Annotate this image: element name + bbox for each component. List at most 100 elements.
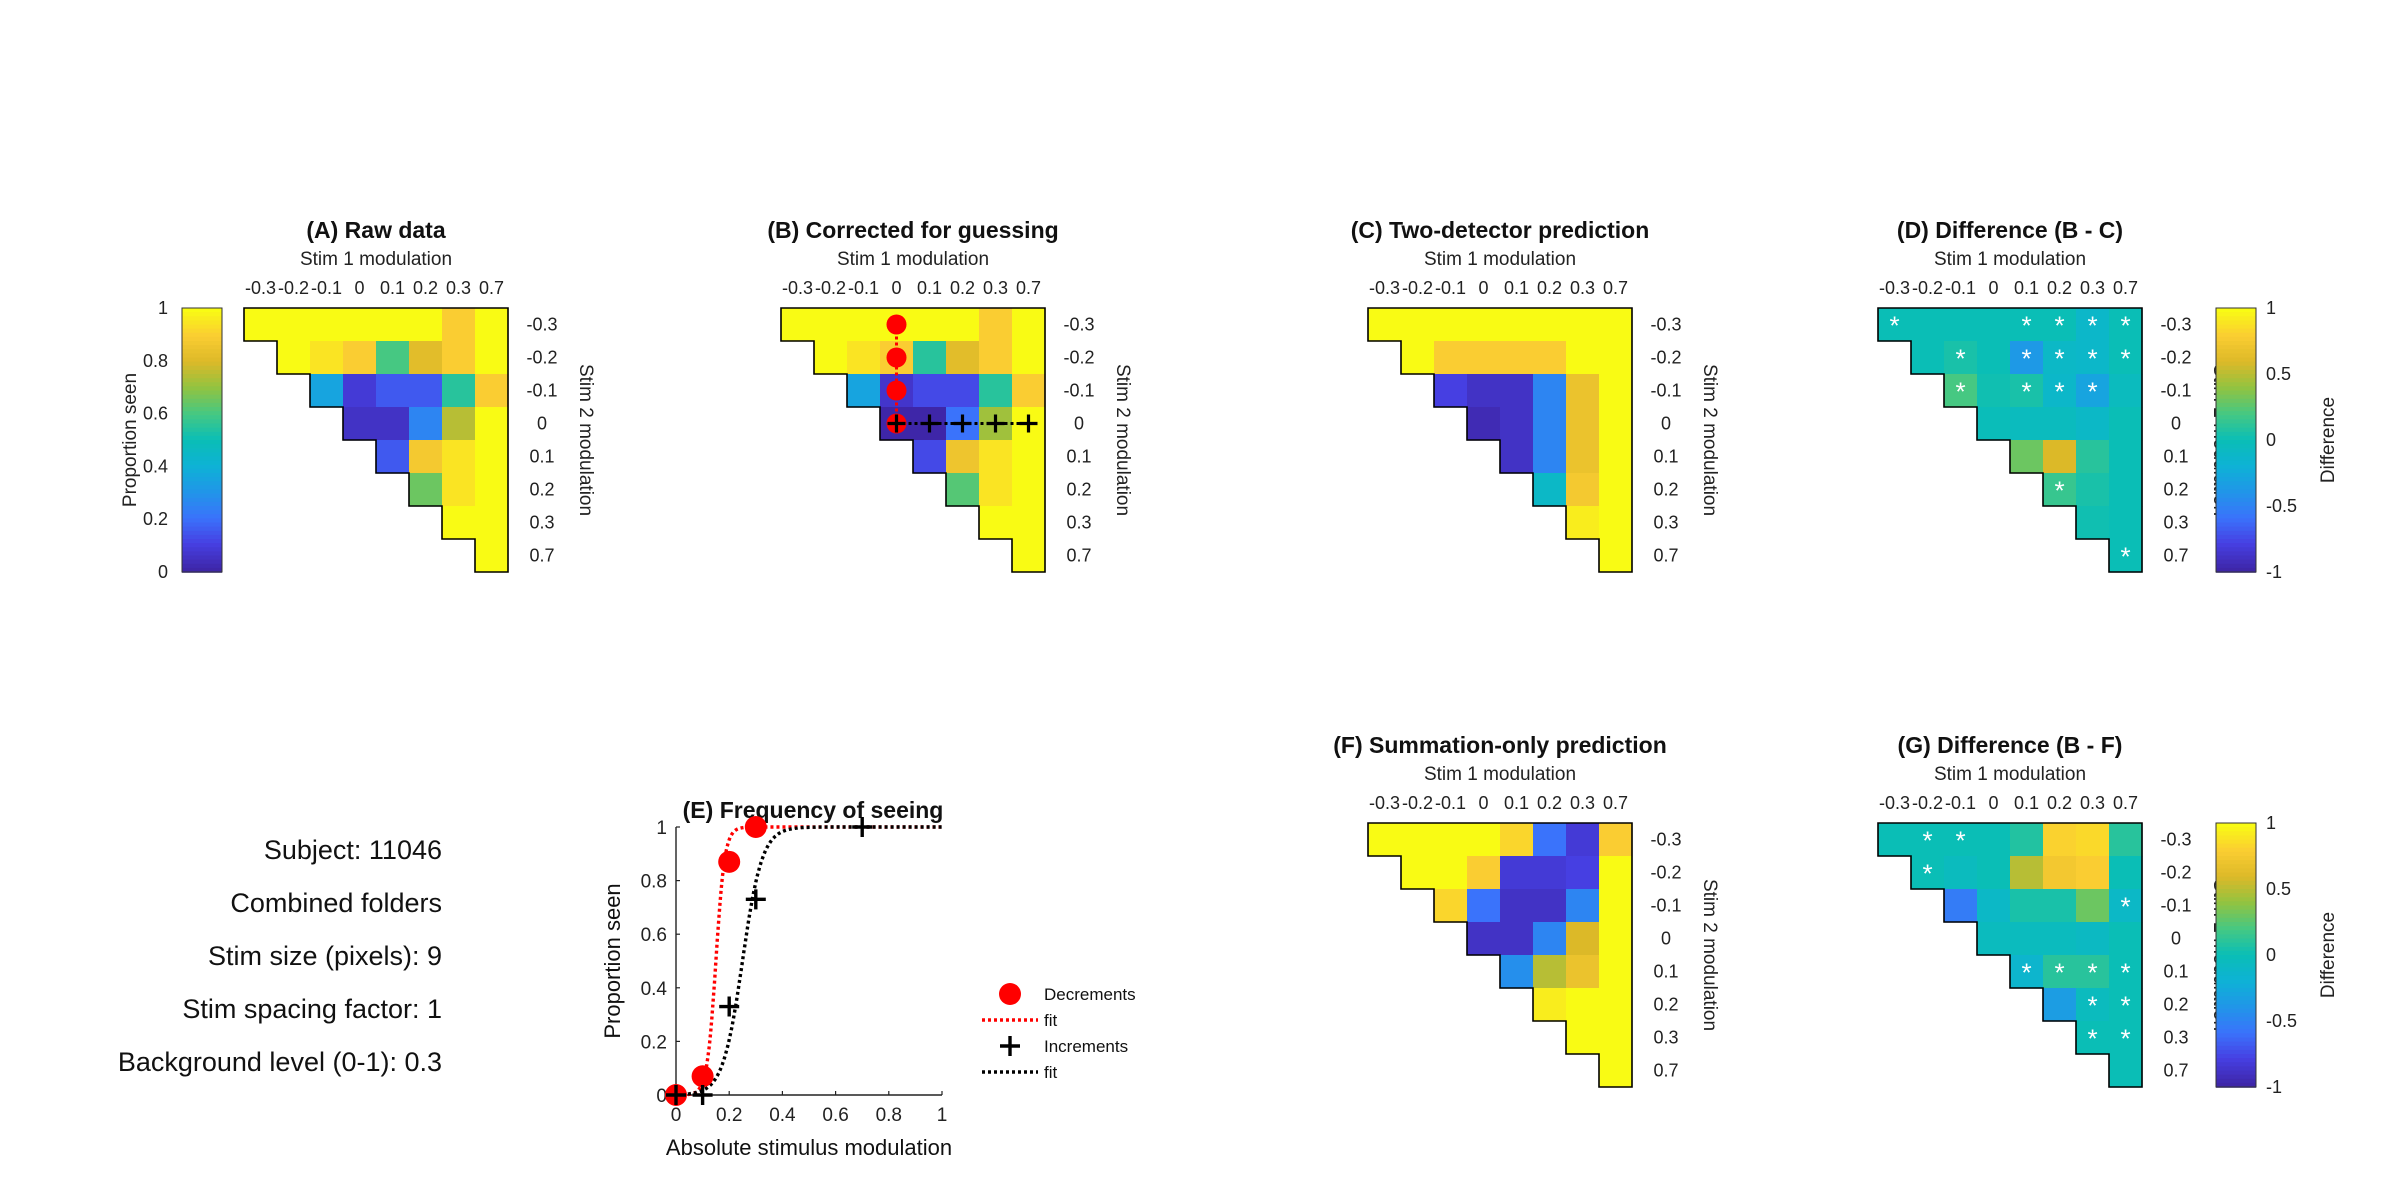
colorbar-segment (2216, 361, 2256, 367)
heatmap-cell (2043, 440, 2077, 474)
colorbar-segment (2216, 419, 2256, 425)
heatmap-cell (409, 473, 443, 507)
colorbar-segment (182, 345, 222, 351)
x-tick-label: 0.3 (1570, 793, 1595, 813)
significance-asterisk: * (2120, 542, 2130, 572)
colorbar-tick-label: -1 (2266, 562, 2282, 582)
y-tick-label: 0.2 (1653, 995, 1678, 1015)
significance-asterisk: * (2120, 892, 2130, 922)
heatmap-cell (310, 374, 344, 408)
colorbar-segment (2216, 398, 2256, 404)
heatmap-cell (1599, 308, 1633, 342)
y-tick-label: 0.6 (641, 925, 667, 946)
heatmap-cell (946, 374, 980, 408)
significance-asterisk: * (2054, 344, 2064, 374)
heatmap-cell (1012, 473, 1046, 507)
colorbar-segment (2216, 839, 2256, 845)
colorbar-segment (182, 481, 222, 487)
heatmap-cell (1599, 823, 1633, 857)
heatmap-cell (1566, 506, 1600, 540)
colorbar-segment (2216, 378, 2256, 384)
x-tick-label: 0 (354, 278, 364, 298)
heatmap-cell (343, 407, 377, 441)
colorbar: -1 -0.5 0 0.5 1 Difference (2215, 813, 2339, 1097)
colorbar-segment (2216, 411, 2256, 417)
heatmap-cell (1566, 988, 1600, 1022)
heatmap-cell (1500, 856, 1534, 890)
colorbar-segment (182, 543, 222, 549)
colorbar-segment (2216, 1058, 2256, 1064)
heatmap-cell (2076, 341, 2110, 375)
heatmap-cell (1500, 823, 1534, 857)
heatmap-cell (1533, 823, 1567, 857)
x-tick-label: 0.6 (822, 1105, 848, 1126)
x-tick-label: 0.3 (446, 278, 471, 298)
heatmap-cell (376, 407, 410, 441)
heatmap-cell (1533, 922, 1567, 956)
heatmap-cell (1911, 308, 1945, 342)
x-axis-label: Absolute stimulus modulation (666, 1135, 952, 1160)
colorbar-segment (2216, 497, 2256, 503)
decrement-marker (886, 347, 907, 368)
colorbar-segment (2216, 435, 2256, 441)
x-tick-label: 0 (891, 278, 901, 298)
colorbar-segment (2216, 1049, 2256, 1055)
colorbar-segment (182, 444, 222, 450)
heatmap-cell (1878, 823, 1912, 857)
heatmap-cell (979, 473, 1013, 507)
y-axis-label: Stim 2 modulation (1699, 364, 1720, 516)
y-tick-label: -0.2 (2160, 348, 2191, 368)
y-tick-label: -0.3 (2160, 830, 2191, 850)
y-tick-label: 0.3 (1653, 1028, 1678, 1048)
colorbar-segment (2216, 485, 2256, 491)
heatmap-cell (1566, 856, 1600, 890)
heatmap-outline (243, 307, 509, 573)
heatmap-cell (814, 308, 848, 342)
y-tick-label: 0.7 (529, 546, 554, 566)
decrement-point (718, 850, 741, 873)
heatmap-cell (1944, 889, 1978, 923)
heatmap-cell (2043, 473, 2077, 507)
heatmap-cell (277, 341, 311, 375)
heatmap-cell (1944, 856, 1978, 890)
heatmap-cell (913, 440, 947, 474)
heatmap-cell (1566, 341, 1600, 375)
heatmap-cell (1368, 308, 1402, 342)
heatmap-cell (1012, 506, 1046, 540)
heatmap-cell (442, 374, 476, 408)
colorbar-segment (182, 308, 222, 313)
heatmap-cell (1566, 922, 1600, 956)
colorbar-segment (182, 456, 222, 462)
y-tick-label: 0 (656, 1086, 667, 1107)
heatmap-cell (2010, 922, 2044, 956)
colorbar-segment (182, 473, 222, 478)
colorbar-label: Proportion seen (120, 373, 141, 507)
legend-label: fit (1044, 1011, 1058, 1030)
heatmap-cell (1911, 823, 1945, 857)
heatmap-cell (2109, 955, 2143, 989)
y-tick-label: -0.3 (1063, 315, 1094, 335)
colorbar-segment (2216, 402, 2256, 408)
heatmap-cell (1012, 308, 1046, 342)
y-tick-label: 0.7 (1653, 1061, 1678, 1081)
legend-increment-marker (1000, 1036, 1020, 1056)
heatmap-cell (2109, 308, 2143, 342)
heatmap-cell (1434, 374, 1468, 408)
decrement-marker (886, 314, 907, 335)
y-tick-label: 0.1 (529, 447, 554, 467)
colorbar-segment (182, 501, 222, 507)
significance-asterisk: * (2021, 311, 2031, 341)
y-tick-label: 0.7 (2163, 546, 2188, 566)
colorbar-segment (182, 547, 222, 553)
heatmap-cell (1878, 308, 1912, 342)
y-tick-label: 0 (1661, 929, 1671, 949)
heatmap-cell (1599, 341, 1633, 375)
significance-asterisk: * (2087, 1024, 2097, 1054)
colorbar-segment (2216, 526, 2256, 532)
heatmap-cell (1401, 341, 1435, 375)
significance-asterisk: * (2021, 377, 2031, 407)
colorbar-segment (2216, 489, 2256, 495)
colorbar-segment (2216, 390, 2256, 396)
y-tick-label: -0.1 (526, 381, 557, 401)
significance-asterisk: * (2120, 958, 2130, 988)
